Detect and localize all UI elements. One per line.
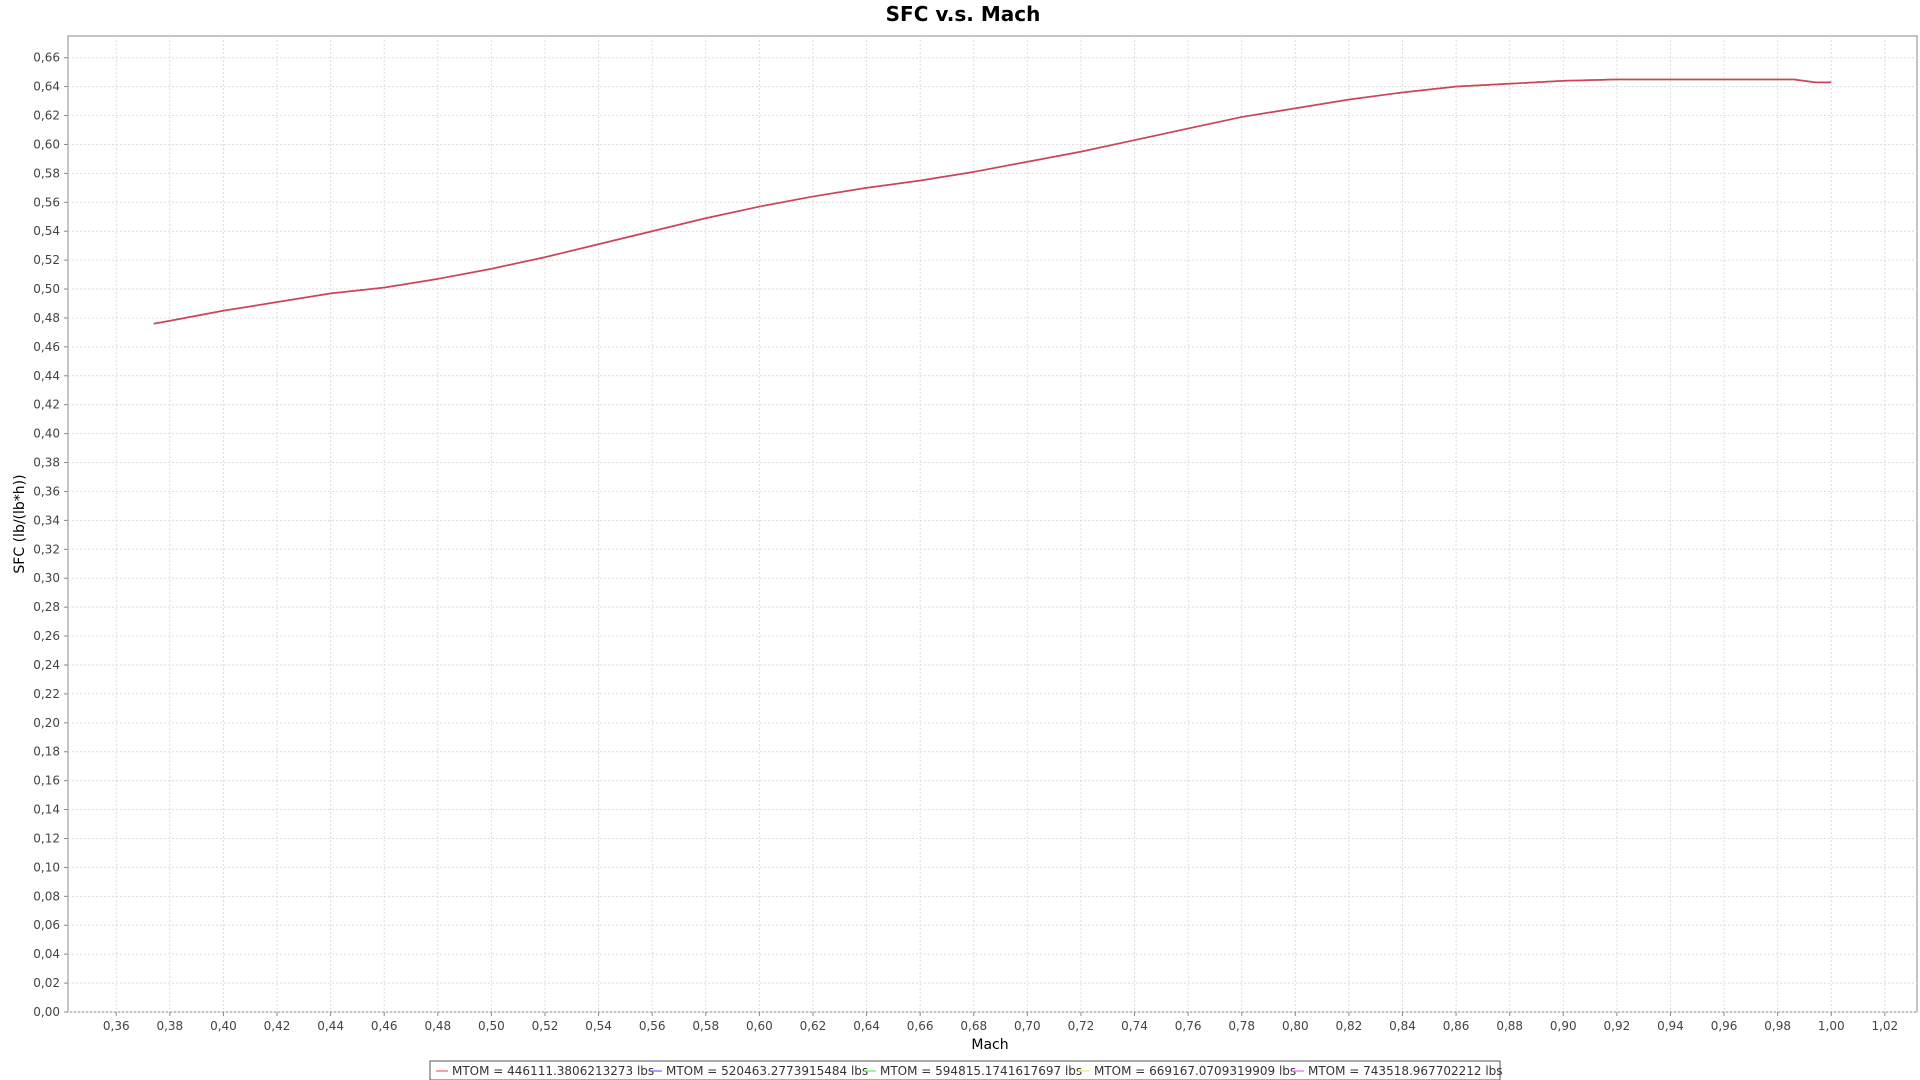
y-tick-label: 0,02 — [33, 976, 60, 990]
x-tick-label: 0,64 — [853, 1019, 880, 1033]
y-tick-label: 0,38 — [33, 456, 60, 470]
x-tick-label: 0,74 — [1121, 1019, 1148, 1033]
y-tick-label: 0,50 — [33, 282, 60, 296]
y-tick-label: 0,32 — [33, 542, 60, 556]
y-tick-label: 0,12 — [33, 831, 60, 845]
x-tick-label: 0,82 — [1336, 1019, 1363, 1033]
y-tick-label: 0,52 — [33, 253, 60, 267]
x-tick-label: 0,58 — [692, 1019, 719, 1033]
x-axis-label: Mach — [971, 1037, 1008, 1053]
y-tick-label: 0,54 — [33, 224, 60, 238]
legend-item: MTOM = 669167.0709319909 lbs — [1094, 1064, 1296, 1078]
y-tick-label: 0,36 — [33, 484, 60, 498]
y-tick-label: 0,44 — [33, 369, 60, 383]
x-tick-label: 0,62 — [800, 1019, 827, 1033]
legend: MTOM = 446111.3806213273 lbs MTOM = 52046… — [429, 1060, 1503, 1080]
legend-box — [429, 1060, 1501, 1080]
x-tick-label: 0,68 — [960, 1019, 987, 1033]
y-tick-label: 0,08 — [33, 889, 60, 903]
x-tick-label: 0,98 — [1764, 1019, 1791, 1033]
x-tick-label: 0,70 — [1014, 1019, 1041, 1033]
x-tick-label: 0,36 — [103, 1019, 130, 1033]
y-tick-label: 0,34 — [33, 513, 60, 527]
x-tick-label: 0,94 — [1657, 1019, 1684, 1033]
x-tick-label: 0,56 — [639, 1019, 666, 1033]
y-tick-label: 0,18 — [33, 745, 60, 759]
y-tick-label: 0,66 — [33, 51, 60, 65]
y-tick-label: 0,20 — [33, 716, 60, 730]
x-tick-label: 0,40 — [210, 1019, 237, 1033]
legend-item: MTOM = 520463.2773915484 lbs — [666, 1064, 868, 1078]
x-tick-label: 0,92 — [1604, 1019, 1631, 1033]
y-tick-label: 0,60 — [33, 137, 60, 151]
x-axis-ticks: 0,36 0,38 0,40 0,42 0,44 0,46 0,48 0,50 0,52 0,54… — [103, 1012, 1898, 1033]
x-tick-label: 0,84 — [1389, 1019, 1416, 1033]
x-tick-label: 0,46 — [371, 1019, 398, 1033]
y-tick-label: 0,24 — [33, 658, 60, 672]
y-tick-label: 0,64 — [33, 80, 60, 94]
x-tick-label: 0,48 — [424, 1019, 451, 1033]
legend-item: MTOM = 594815.1741617697 lbs — [880, 1064, 1082, 1078]
x-tick-label: 0,76 — [1175, 1019, 1202, 1033]
y-tick-label: 0,48 — [33, 311, 60, 325]
y-tick-label: 0,06 — [33, 918, 60, 932]
x-tick-label: 0,72 — [1068, 1019, 1095, 1033]
y-tick-label: 0,04 — [33, 947, 60, 961]
y-tick-label: 0,42 — [33, 398, 60, 412]
chart-title: SFC v.s. Mach — [886, 2, 1041, 26]
x-tick-label: 0,52 — [532, 1019, 559, 1033]
y-axis-label: SFC (lb/(lb*h)) — [12, 474, 28, 573]
x-tick-label: 1,00 — [1818, 1019, 1845, 1033]
y-tick-label: 0,16 — [33, 774, 60, 788]
legend-item: MTOM = 743518.967702212 lbs — [1308, 1064, 1503, 1078]
y-tick-label: 0,30 — [33, 571, 60, 585]
x-tick-label: 0,96 — [1711, 1019, 1738, 1033]
x-tick-label: 0,66 — [907, 1019, 934, 1033]
x-tick-label: 1,02 — [1871, 1019, 1898, 1033]
y-axis-ticks: 0,00 0,02 0,04 0,06 0,08 0,10 0,12 0,14 0,16 0,18… — [33, 51, 68, 1019]
y-tick-label: 0,46 — [33, 340, 60, 354]
x-tick-label: 0,44 — [317, 1019, 344, 1033]
y-tick-label: 0,62 — [33, 109, 60, 123]
x-tick-label: 0,50 — [478, 1019, 505, 1033]
x-tick-label: 0,42 — [264, 1019, 291, 1033]
x-tick-label: 0,88 — [1496, 1019, 1523, 1033]
plot-area — [67, 35, 1918, 1013]
series-line-5 — [153, 78, 1832, 325]
y-tick-label: 0,40 — [33, 427, 60, 441]
y-tick-label: 0,56 — [33, 195, 60, 209]
y-tick-label: 0,22 — [33, 687, 60, 701]
y-tick-label: 0,26 — [33, 629, 60, 643]
legend-item: MTOM = 446111.3806213273 lbs — [452, 1064, 654, 1078]
y-tick-label: 0,28 — [33, 600, 60, 614]
y-tick-label: 0,10 — [33, 860, 60, 874]
x-tick-label: 0,80 — [1282, 1019, 1309, 1033]
x-tick-label: 0,90 — [1550, 1019, 1577, 1033]
x-tick-label: 0,38 — [156, 1019, 183, 1033]
y-tick-label: 0,14 — [33, 803, 60, 817]
x-tick-label: 0,78 — [1228, 1019, 1255, 1033]
y-tick-label: 0,58 — [33, 166, 60, 180]
series-lines — [153, 78, 1832, 325]
gridlines — [68, 36, 1917, 1013]
x-tick-label: 0,54 — [585, 1019, 612, 1033]
y-tick-label: 0,00 — [33, 1005, 60, 1019]
x-tick-label: 0,60 — [746, 1019, 773, 1033]
x-tick-label: 0,86 — [1443, 1019, 1470, 1033]
